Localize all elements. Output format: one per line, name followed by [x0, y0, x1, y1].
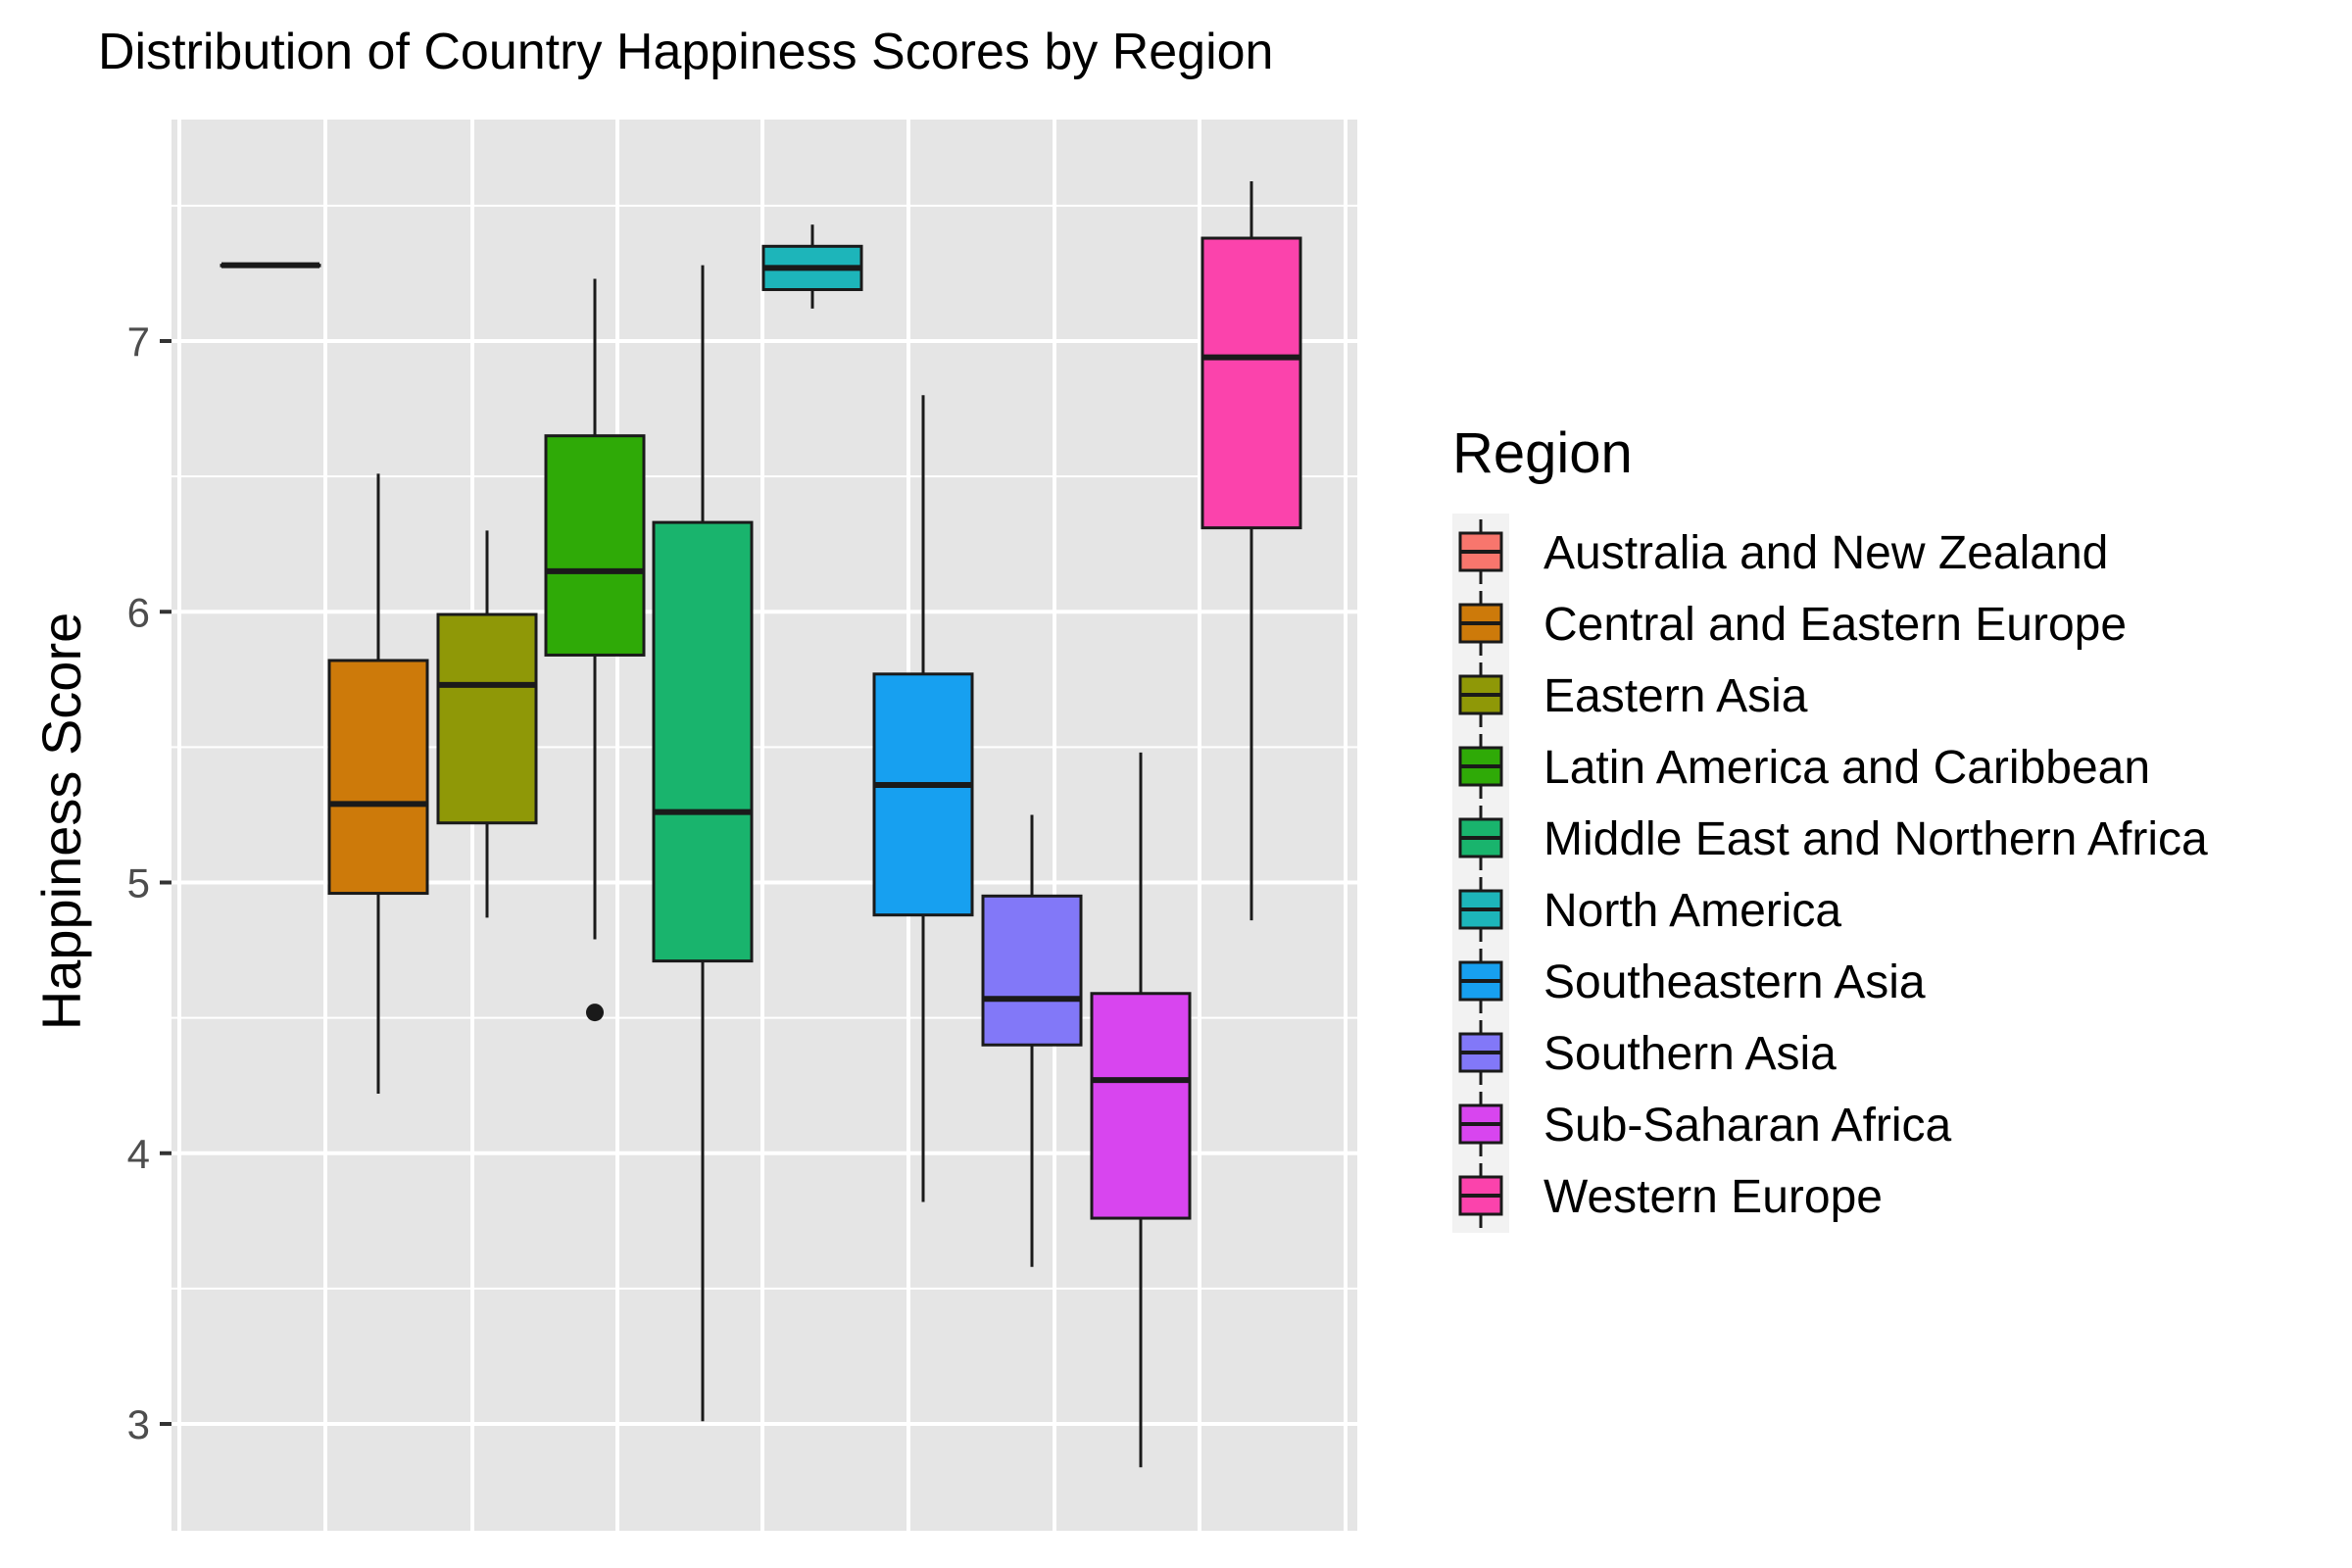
box-southern-asia — [981, 814, 1083, 1267]
y-axis-title: Happiness Score — [30, 612, 92, 1030]
box-body — [436, 612, 538, 825]
box-body — [652, 520, 754, 963]
box-body — [1090, 992, 1192, 1220]
legend-title: Region — [1452, 421, 1633, 485]
legend-label: Middle East and Northern Africa — [1544, 813, 2208, 865]
legend-item: Sub-Saharan Africa — [1458, 1092, 1952, 1156]
legend-item: North America — [1458, 877, 1841, 942]
y-tick-label: 6 — [127, 589, 150, 635]
box-body — [544, 434, 646, 657]
legend-label: Western Europe — [1544, 1171, 1883, 1223]
box-central-and-eastern-europe — [327, 473, 429, 1094]
box-southeastern-asia — [872, 395, 974, 1202]
legend-label: Eastern Asia — [1544, 670, 1808, 722]
box-body — [872, 672, 974, 917]
box-australia-and-new-zealand — [220, 262, 321, 269]
legend: Region Australia and New Zealand Central … — [1452, 421, 2208, 1233]
box-eastern-asia — [436, 530, 538, 918]
legend-item: Southeastern Asia — [1458, 949, 1926, 1013]
chart-title: Distribution of Country Happiness Scores… — [98, 24, 1273, 80]
legend-label: Central and Eastern Europe — [1544, 599, 2127, 651]
y-tick-label: 5 — [127, 860, 150, 906]
y-tick-label: 3 — [127, 1401, 150, 1447]
legend-label: North America — [1544, 885, 1841, 937]
outlier-point — [586, 1004, 604, 1022]
y-tick-label: 4 — [127, 1131, 150, 1177]
box-north-america — [761, 224, 863, 309]
legend-label: Southern Asia — [1544, 1028, 1837, 1080]
boxes — [220, 181, 1302, 1468]
y-tick-label: 7 — [127, 318, 150, 365]
legend-item: Middle East and Northern Africa — [1458, 806, 2208, 870]
box-body — [327, 659, 429, 896]
box-western-europe — [1200, 181, 1302, 921]
legend-label: Southeastern Asia — [1544, 956, 1926, 1008]
legend-item: Australia and New Zealand — [1458, 519, 2108, 584]
legend-label: Latin America and Caribbean — [1544, 742, 2150, 794]
box-sub-saharan-africa — [1090, 752, 1192, 1468]
legend-label: Sub-Saharan Africa — [1544, 1100, 1952, 1152]
box-body — [981, 894, 1083, 1047]
legend-item: Central and Eastern Europe — [1458, 591, 2127, 656]
box-middle-east-and-northern-africa — [652, 265, 754, 1422]
y-axis: 3 4 5 6 7 — [127, 318, 172, 1447]
legend-item: Southern Asia — [1458, 1020, 1837, 1085]
box-body — [1200, 236, 1302, 530]
box-latin-america-and-caribbean — [544, 278, 646, 1022]
legend-label: Australia and New Zealand — [1544, 527, 2108, 579]
legend-item: Western Europe — [1458, 1163, 1883, 1228]
legend-item: Eastern Asia — [1458, 662, 1808, 727]
legend-item: Latin America and Caribbean — [1458, 734, 2150, 799]
